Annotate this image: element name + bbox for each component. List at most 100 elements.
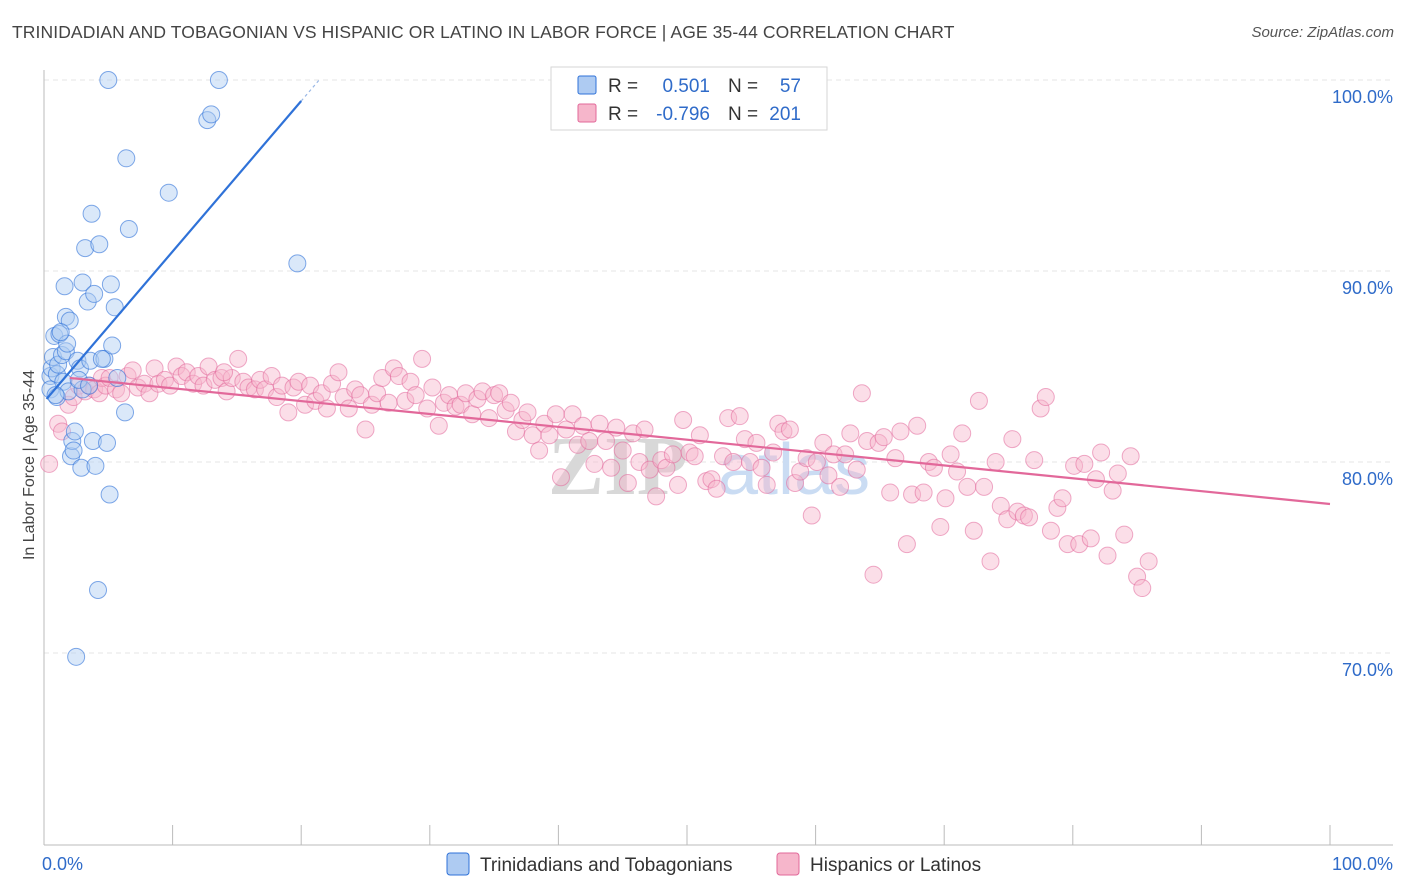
hispanics-point-193 bbox=[1108, 464, 1127, 483]
hispanics-point-127 bbox=[741, 453, 760, 471]
hispanics-point-150 bbox=[869, 433, 888, 452]
trinidadians-point-38 bbox=[99, 71, 118, 89]
hispanics-point-64 bbox=[389, 367, 408, 386]
hispanics-point-177 bbox=[1020, 508, 1039, 527]
hispanics-point-182 bbox=[1048, 498, 1067, 517]
trinidadians-point-7 bbox=[49, 355, 68, 374]
y-tick-labels: 100.0% 90.0% 80.0% 70.0% bbox=[1332, 87, 1393, 680]
hispanics-point-33 bbox=[217, 382, 236, 401]
hispanics-point-71 bbox=[429, 416, 448, 435]
trinidadians-point-55 bbox=[92, 349, 111, 368]
hispanics-point-38 bbox=[245, 380, 264, 399]
trinidadians-point-52 bbox=[51, 323, 70, 342]
hispanics-point-146 bbox=[847, 460, 866, 479]
hispanics-point-96 bbox=[568, 435, 587, 454]
hispanics-point-23 bbox=[161, 376, 180, 395]
hispanics-point-187 bbox=[1075, 454, 1094, 473]
hispanics-point-151 bbox=[874, 428, 893, 447]
hispanics-point-167 bbox=[964, 521, 983, 540]
hispanics-point-192 bbox=[1103, 481, 1122, 500]
hispanics-point-190 bbox=[1092, 443, 1111, 462]
hispanics-point-20 bbox=[145, 359, 164, 378]
hispanics-point-171 bbox=[986, 453, 1005, 471]
stats-r-label-2: R = bbox=[608, 104, 638, 125]
hispanics-point-16 bbox=[123, 361, 142, 380]
hispanics-point-104 bbox=[613, 441, 632, 460]
trinidadians-point-5 bbox=[47, 365, 66, 384]
hispanics-point-70 bbox=[423, 378, 442, 397]
trinidadians-point-24 bbox=[72, 458, 91, 477]
trend-line-trinidadians-extension bbox=[300, 78, 321, 102]
hispanics-point-145 bbox=[841, 424, 860, 443]
hispanics-point-155 bbox=[897, 535, 916, 554]
hispanics-point-160 bbox=[924, 458, 943, 477]
hispanics-point-130 bbox=[757, 475, 776, 494]
hispanics-point-194 bbox=[1115, 525, 1134, 544]
watermark-atlas: atlas bbox=[718, 430, 870, 510]
hispanics-point-134 bbox=[780, 420, 799, 439]
bottom-legend: Trinidadians and Tobagonians Hispanics o… bbox=[446, 852, 981, 876]
hispanics-point-120 bbox=[702, 470, 721, 489]
stats-n-label-1: N = bbox=[728, 76, 758, 97]
legend-swatch-hispanics bbox=[776, 852, 800, 876]
trinidadians-point-50 bbox=[209, 71, 228, 89]
hispanics-point-157 bbox=[908, 416, 927, 435]
hispanics-point-158 bbox=[914, 483, 933, 502]
hispanics-point-67 bbox=[406, 386, 425, 405]
hispanics-point-95 bbox=[563, 405, 582, 424]
hispanics-point-170 bbox=[981, 552, 1000, 571]
hispanics-point-169 bbox=[975, 477, 994, 496]
trinidadians-point-25 bbox=[73, 273, 92, 292]
hispanics-point-168 bbox=[969, 391, 988, 410]
hispanics-point-102 bbox=[602, 458, 621, 477]
hispanics-point-162 bbox=[936, 489, 955, 508]
hispanics-point-166 bbox=[958, 477, 977, 496]
stats-r-value-1: 0.501 bbox=[662, 76, 710, 97]
hispanics-point-89 bbox=[530, 441, 549, 460]
legend-swatch-trinidadians bbox=[446, 852, 470, 876]
trinidadians-point-45 bbox=[117, 149, 136, 168]
hispanics-point-52 bbox=[323, 374, 342, 393]
trinidadians-point-13 bbox=[56, 342, 75, 361]
trinidadians-point-30 bbox=[82, 204, 101, 223]
hispanics-point-44 bbox=[279, 403, 298, 422]
hispanics-point-35 bbox=[229, 349, 248, 368]
hispanics-point-43 bbox=[272, 376, 291, 395]
hispanics-point-39 bbox=[251, 370, 270, 389]
stats-n-value-1: 57 bbox=[780, 76, 801, 97]
stats-legend-swatch-blue bbox=[577, 75, 597, 95]
hispanics-point-123 bbox=[719, 409, 738, 428]
hispanics-point-179 bbox=[1031, 399, 1050, 418]
hispanics-point-180 bbox=[1036, 388, 1055, 407]
hispanics-point-55 bbox=[339, 399, 358, 418]
trend-line-hispanics bbox=[69, 376, 1331, 506]
trinidadians-point-20 bbox=[65, 422, 84, 441]
hispanics-point-198 bbox=[1139, 552, 1158, 571]
y-tick-label-2: 80.0% bbox=[1342, 469, 1393, 489]
hispanics-point-97 bbox=[573, 416, 592, 435]
hispanics-point-128 bbox=[747, 433, 766, 452]
hispanics-point-152 bbox=[881, 483, 900, 502]
hispanics-point-154 bbox=[891, 422, 910, 441]
trinidadians-point-51 bbox=[288, 254, 307, 273]
trinidadians-point-11 bbox=[55, 277, 74, 296]
stats-legend-swatch-pink bbox=[577, 103, 597, 123]
legend-label-trinidadians: Trinidadians and Tobagonians bbox=[480, 855, 732, 876]
x-tick-label-left: 0.0% bbox=[42, 854, 83, 874]
hispanics-point-26 bbox=[177, 363, 196, 382]
hispanics-point-107 bbox=[630, 453, 649, 471]
hispanics-point-137 bbox=[797, 449, 816, 468]
source-label: Source: ZipAtlas.com bbox=[1251, 24, 1394, 41]
trinidadians-point-28 bbox=[78, 292, 97, 311]
x-tick-label-right: 100.0% bbox=[1332, 854, 1393, 874]
hispanics-point-197 bbox=[1133, 579, 1152, 598]
hispanics-point-195 bbox=[1121, 447, 1140, 466]
hispanics-point-163 bbox=[941, 445, 960, 464]
hispanics-point-122 bbox=[714, 447, 733, 466]
hispanics-point-165 bbox=[953, 424, 972, 443]
trinidadians-point-46 bbox=[119, 219, 138, 238]
hispanics-point-0 bbox=[40, 454, 59, 473]
hispanics-point-93 bbox=[551, 468, 570, 487]
hispanics-point-84 bbox=[501, 393, 520, 412]
hispanics-point-178 bbox=[1025, 451, 1044, 470]
